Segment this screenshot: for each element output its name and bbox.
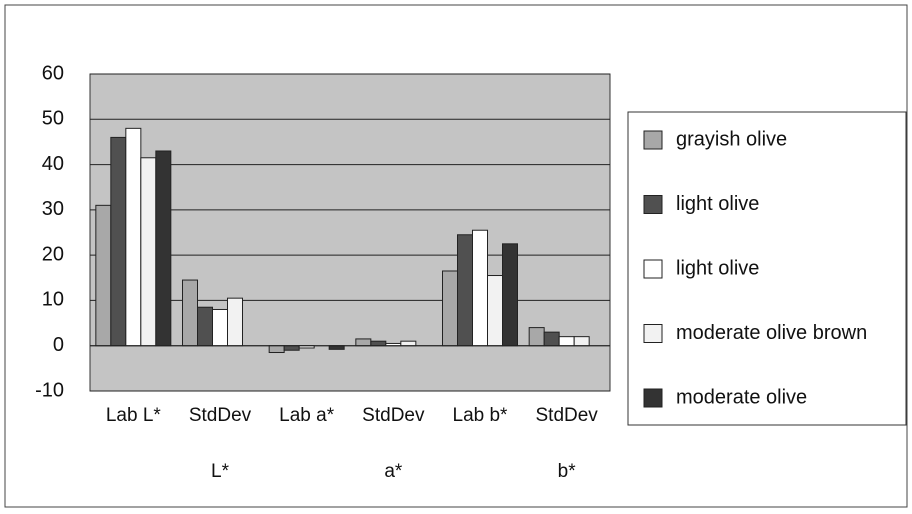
- bar: [503, 244, 518, 346]
- y-tick-label: 40: [42, 153, 64, 175]
- legend-label: grayish olive: [676, 128, 787, 150]
- y-tick-label: 20: [42, 243, 64, 265]
- bar: [401, 341, 416, 346]
- legend-label: moderate olive: [676, 386, 807, 408]
- legend-swatch: [644, 389, 662, 407]
- bar: [198, 307, 213, 345]
- x-tick-label: StdDev b*: [527, 388, 607, 500]
- bar: [356, 339, 371, 346]
- page: {"chart_data": {"type": "bar", "categori…: [0, 0, 912, 514]
- y-tick-label: -10: [35, 379, 64, 401]
- x-tick-label: Lab a*: [267, 388, 347, 444]
- bar: [574, 337, 589, 346]
- bar: [213, 309, 228, 345]
- bar: [458, 235, 473, 346]
- bar: [96, 205, 111, 345]
- legend-swatch: [644, 131, 662, 149]
- y-tick-label: 30: [42, 198, 64, 220]
- bar: [473, 230, 488, 345]
- legend-label: light olive: [676, 193, 759, 215]
- y-tick-label: 60: [42, 62, 64, 84]
- legend-label: light olive: [676, 257, 759, 279]
- bar: [284, 346, 299, 351]
- bar: [183, 280, 198, 346]
- bar: [443, 271, 458, 346]
- bar: [329, 346, 344, 350]
- bar: [269, 346, 284, 353]
- y-tick-label: 10: [42, 289, 64, 311]
- legend-swatch: [644, 260, 662, 278]
- bar: [371, 341, 386, 346]
- bar: [228, 298, 243, 346]
- x-tick-label: StdDev a*: [353, 388, 433, 500]
- legend-swatch: [644, 325, 662, 343]
- legend-swatch: [644, 196, 662, 214]
- bar: [156, 151, 171, 346]
- legend-label: moderate olive brown: [676, 322, 867, 344]
- y-tick-label: 0: [53, 334, 64, 356]
- bar: [544, 332, 559, 346]
- bar: [111, 137, 126, 345]
- x-tick-label: Lab L*: [93, 388, 173, 444]
- bar: [126, 128, 141, 345]
- legend-box: [628, 112, 906, 425]
- y-tick-label: 50: [42, 108, 64, 130]
- bar: [529, 328, 544, 346]
- bar: [488, 276, 503, 346]
- x-tick-label: StdDev L*: [180, 388, 260, 500]
- bar: [141, 158, 156, 346]
- bar: [559, 337, 574, 346]
- x-tick-label: Lab b*: [440, 388, 520, 444]
